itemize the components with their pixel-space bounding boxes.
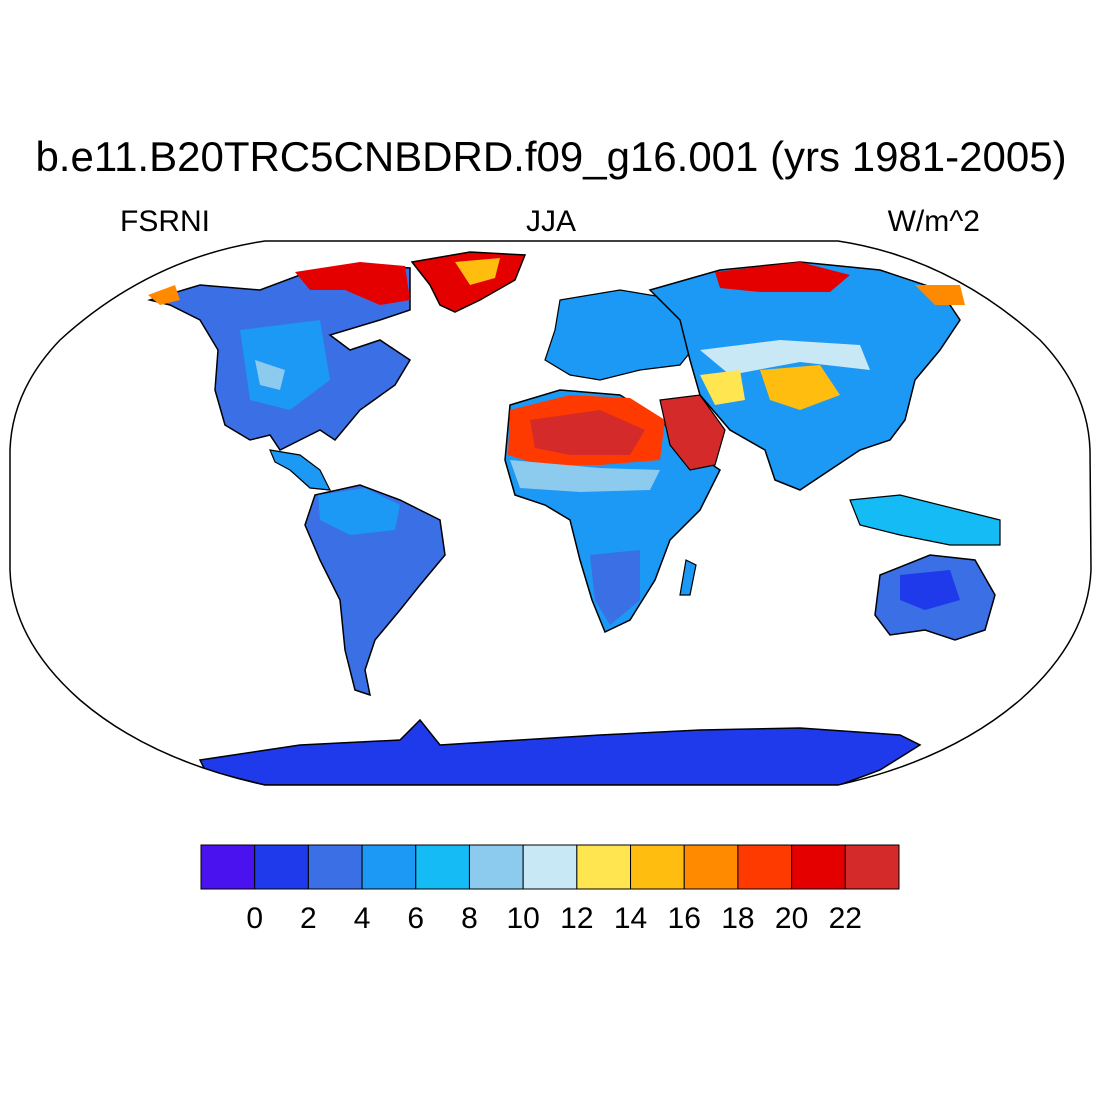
colorbar-tick-label: 14	[614, 902, 647, 935]
north-america-east	[240, 320, 330, 410]
map-frame	[9, 240, 1092, 786]
central-asia-light	[700, 340, 870, 375]
colorbar-tick-label: 20	[775, 902, 808, 935]
colorbar-box	[683, 844, 739, 890]
siberia-warm	[715, 262, 850, 292]
colorbar-tick-label: 12	[560, 902, 593, 935]
units-label: W/m^2	[887, 205, 980, 238]
indonesia-land	[849, 494, 1001, 546]
colorbar-tick-label: 2	[300, 902, 317, 935]
sahel-light	[510, 460, 660, 492]
colorbar-tick-label: 18	[721, 902, 754, 935]
colorbar-box	[361, 844, 417, 890]
iran-warm	[700, 370, 745, 405]
greenland-core	[455, 258, 500, 285]
colorbar-box	[576, 844, 632, 890]
central-america-land	[269, 449, 332, 491]
antarctica-land	[198, 718, 922, 785]
colorbar-tick-label: 0	[246, 902, 263, 935]
north-america-west-light	[255, 360, 285, 390]
colorbar-box	[254, 844, 309, 890]
alaska-warm	[148, 285, 180, 305]
colorbar-box	[630, 844, 685, 890]
sahara-core	[530, 410, 645, 455]
colorbar-box	[737, 844, 793, 890]
colorbar-tick-label: 8	[461, 902, 478, 935]
colorbar-tick-label: 6	[407, 902, 424, 935]
canada-arctic-warm	[295, 262, 410, 305]
land-regions	[147, 251, 1001, 785]
colorbar-tick-label: 16	[668, 902, 701, 935]
south-america-land	[304, 484, 446, 697]
season-label: JJA	[525, 205, 576, 238]
colorbar-box	[200, 844, 256, 890]
southern-africa	[590, 550, 640, 625]
colorbar-box	[522, 844, 578, 890]
colorbar-box	[468, 844, 524, 890]
colorbar-tick-labels: 0 2 4 6 8 10 12 14 16 18 20 22	[246, 902, 862, 935]
colorbar-tick-label: 4	[354, 902, 371, 935]
australia-interior	[900, 570, 960, 610]
colorbar-box	[415, 844, 470, 890]
colorbar-box	[791, 844, 846, 890]
colorbar-box	[844, 844, 900, 890]
map-title: b.e11.B20TRC5CNBDRD.f09_g16.001 (yrs 198…	[35, 133, 1067, 180]
colorbar-boxes	[200, 844, 900, 890]
madagascar-land	[679, 559, 697, 596]
tibet-warm	[760, 365, 840, 410]
east-siberia-warm	[915, 285, 965, 305]
colorbar-tick-label: 10	[506, 902, 539, 935]
colorbar-tick-label: 22	[829, 902, 862, 935]
variable-label: FSRNI	[120, 205, 210, 238]
colorbar-box	[307, 844, 363, 890]
south-america-north	[318, 488, 400, 535]
